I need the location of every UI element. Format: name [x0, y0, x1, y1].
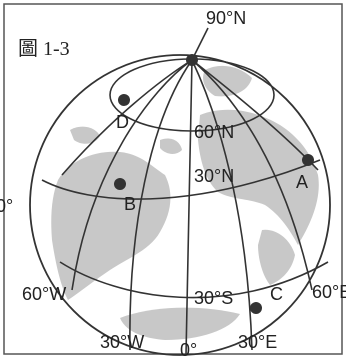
land-arabia [258, 229, 295, 285]
label-point-d: D [116, 112, 129, 132]
label-lon-60w: 60°W [22, 284, 66, 304]
land-island-2 [160, 138, 182, 154]
land-masses [51, 65, 319, 340]
label-lat-30n: 30°N [194, 166, 234, 186]
meridian-30w [129, 59, 193, 351]
point-d-marker [118, 94, 130, 106]
label-lon-0: 0° [180, 340, 197, 358]
meridian-60e [191, 59, 313, 291]
north-pole-point [186, 54, 198, 66]
label-lon-30e: 30°E [238, 332, 277, 352]
points-group [114, 54, 314, 314]
land-antarctica [120, 307, 240, 340]
meridian-0 [185, 59, 193, 356]
label-point-c: C [270, 284, 283, 304]
point-b-marker [114, 178, 126, 190]
meridian-30e [191, 59, 253, 351]
point-a-marker [302, 154, 314, 166]
land-island-1 [70, 126, 100, 144]
figure-title: 圖 1-3 [18, 38, 70, 60]
land-africa [51, 151, 171, 300]
label-point-a: A [296, 172, 308, 192]
meridian-west [61, 59, 193, 176]
point-c-marker [250, 302, 262, 314]
label-lat-30s: 30°S [194, 288, 233, 308]
label-lat-60n: 60°N [194, 122, 234, 142]
meridian-60w [71, 59, 193, 291]
lat-30n-line [41, 159, 321, 200]
lat-30s-line [59, 261, 329, 299]
label-equator-left: 0° [0, 196, 13, 216]
label-point-b: B [124, 194, 136, 214]
label-lon-60e: 60°E [312, 282, 346, 302]
label-north-pole: 90°N [206, 8, 246, 28]
globe-outline [29, 54, 331, 356]
land-eurasia [198, 109, 319, 245]
land-greenland [203, 65, 252, 97]
label-lon-30w: 30°W [100, 332, 144, 352]
